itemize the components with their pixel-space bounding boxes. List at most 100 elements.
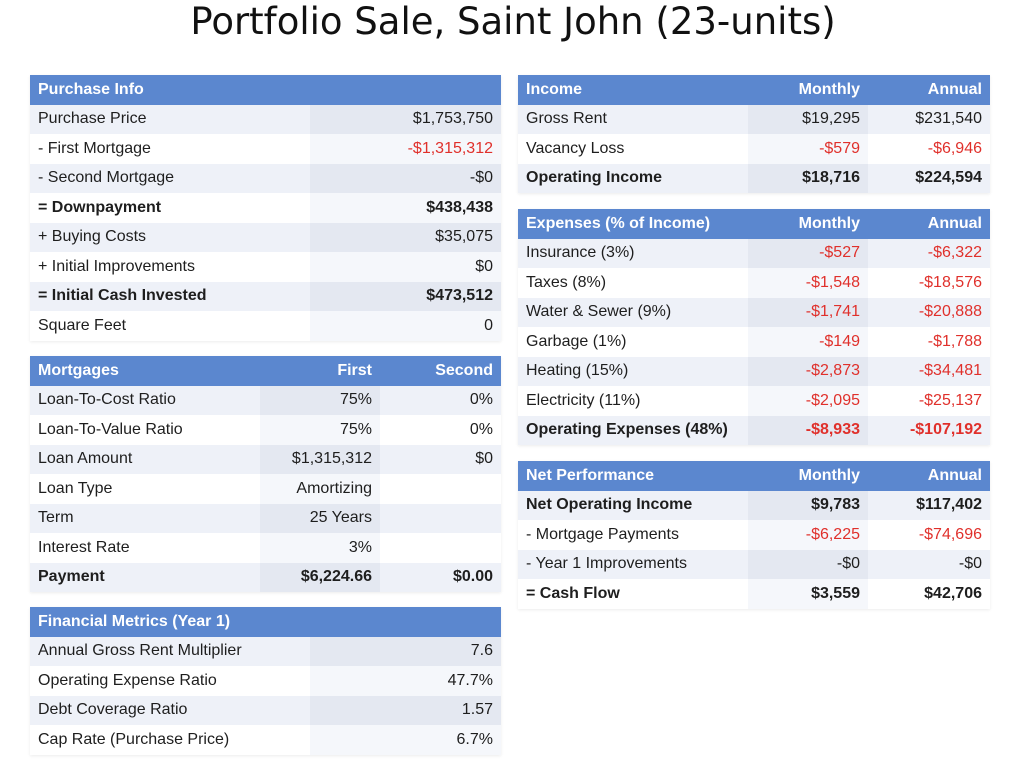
annual-value: -$74,696 [868,520,990,550]
expenses-header: Expenses (% of Income) Monthly Annual [518,209,990,239]
row-label: Heating (15%) [518,356,748,386]
row-value: $1,753,750 [310,104,501,134]
monthly-value: -$0 [748,549,868,579]
row-label: = Downpayment [30,193,310,223]
row-label: Gross Rent [518,104,748,134]
row-label: Operating Income [518,163,748,193]
col-second-header: Second [435,361,493,379]
row-label: - First Mortgage [30,134,310,164]
row-label: Net Operating Income [518,490,748,520]
table-row: Payment $6,224.66 $0.00 [30,562,501,592]
table-row: Loan-To-Cost Ratio 75% 0% [30,385,501,415]
purchase-info-header: Purchase Info [30,75,501,105]
second-value: 0% [380,385,501,415]
expenses-title: Expenses (% of Income) [526,214,711,232]
monthly-value: -$2,873 [748,356,868,386]
financial-metrics-table: Financial Metrics (Year 1) Annual Gross … [30,607,501,755]
table-row: - Second Mortgage -$0 [30,163,501,193]
monthly-value: -$2,095 [748,386,868,416]
monthly-value: -$1,741 [748,297,868,327]
purchase-info-title: Purchase Info [38,80,144,98]
row-label: Garbage (1%) [518,327,748,357]
first-value: 75% [260,415,380,445]
monthly-value: $19,295 [748,104,868,134]
row-label: Loan-To-Cost Ratio [30,385,260,415]
table-row: Operating Expense Ratio 47.7% [30,666,501,696]
row-label: - Mortgage Payments [518,520,748,550]
annual-value: -$0 [868,549,990,579]
row-label: Insurance (3%) [518,238,748,268]
first-value: Amortizing [260,474,380,504]
row-label: + Buying Costs [30,222,310,252]
mortgages-title: Mortgages [38,361,119,379]
monthly-value: -$149 [748,327,868,357]
annual-value: $117,402 [868,490,990,520]
annual-value: -$6,322 [868,238,990,268]
row-label: Taxes (8%) [518,268,748,298]
row-label: - Second Mortgage [30,163,310,193]
mortgages-header: Mortgages First Second [30,356,501,386]
annual-value: -$6,946 [868,134,990,164]
col-first-header: First [337,361,372,379]
row-label: Vacancy Loss [518,134,748,164]
row-label: = Initial Cash Invested [30,281,310,311]
page-title: Portfolio Sale, Saint John (23-units) [190,0,836,43]
table-row: - Year 1 Improvements -$0 -$0 [518,549,990,579]
row-value: 7.6 [310,636,501,666]
table-row: - First Mortgage -$1,315,312 [30,134,501,164]
monthly-value: -$8,933 [748,415,868,445]
table-row: Loan Type Amortizing [30,474,501,504]
col-monthly-header: Monthly [798,80,860,98]
col-annual-header: Annual [927,80,982,98]
table-row: Electricity (11%) -$2,095 -$25,137 [518,386,990,416]
first-value: 75% [260,385,380,415]
row-value: 47.7% [310,666,501,696]
col-annual-header: Annual [927,466,982,484]
mortgages-table: Mortgages First Second Loan-To-Cost Rati… [30,356,501,592]
row-label: Operating Expense Ratio [30,666,310,696]
row-value: $0 [310,252,501,282]
first-value: 25 Years [260,503,380,533]
monthly-value: $9,783 [748,490,868,520]
row-value: $35,075 [310,222,501,252]
table-row: Water & Sewer (9%) -$1,741 -$20,888 [518,297,990,327]
row-label: Payment [30,562,260,592]
second-value [380,533,501,563]
annual-value: -$107,192 [868,415,990,445]
annual-value: -$20,888 [868,297,990,327]
table-row: Operating Expenses (48%) -$8,933 -$107,1… [518,415,990,445]
net-performance-title: Net Performance [526,466,655,484]
table-row: Loan Amount $1,315,312 $0 [30,444,501,474]
annual-value: -$25,137 [868,386,990,416]
second-value [380,474,501,504]
col-monthly-header: Monthly [798,214,860,232]
row-label: Debt Coverage Ratio [30,695,310,725]
row-label: Electricity (11%) [518,386,748,416]
monthly-value: -$527 [748,238,868,268]
financial-metrics-header: Financial Metrics (Year 1) [30,607,501,637]
table-row: Annual Gross Rent Multiplier 7.6 [30,636,501,666]
table-row: Square Feet 0 [30,311,501,341]
table-row: + Initial Improvements $0 [30,252,501,282]
table-row: Insurance (3%) -$527 -$6,322 [518,238,990,268]
annual-value: $224,594 [868,163,990,193]
net-performance-header: Net Performance Monthly Annual [518,461,990,491]
second-value: $0.00 [380,562,501,592]
row-label: Loan Amount [30,444,260,474]
monthly-value: $18,716 [748,163,868,193]
table-row: Interest Rate 3% [30,533,501,563]
table-row: Heating (15%) -$2,873 -$34,481 [518,356,990,386]
row-label: Term [30,503,260,533]
table-row: Taxes (8%) -$1,548 -$18,576 [518,268,990,298]
annual-value: $42,706 [868,579,990,609]
row-label: Cap Rate (Purchase Price) [30,725,310,755]
net-performance-table: Net Performance Monthly Annual Net Opera… [518,461,990,609]
table-row: + Buying Costs $35,075 [30,222,501,252]
row-label: + Initial Improvements [30,252,310,282]
annual-value: -$34,481 [868,356,990,386]
table-row: Term 25 Years [30,503,501,533]
second-value: $0 [380,444,501,474]
first-value: 3% [260,533,380,563]
monthly-value: -$1,548 [748,268,868,298]
table-row: Cap Rate (Purchase Price) 6.7% [30,725,501,755]
